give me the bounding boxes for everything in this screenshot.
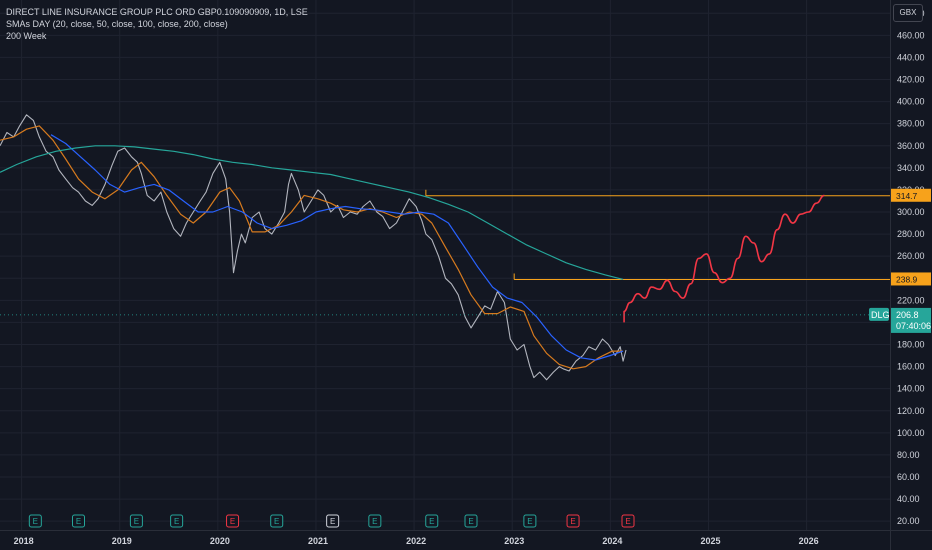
x-tick-label: 2022: [406, 536, 426, 546]
y-tick-label: 260.00: [897, 251, 925, 261]
event-badge: [270, 514, 284, 528]
y-tick-label: 120.00: [897, 406, 925, 416]
event-badge: [464, 514, 478, 528]
last-price-countdown: 07:40:06: [896, 321, 931, 331]
event-badge-label: E: [468, 517, 473, 526]
level-label-box: [891, 188, 931, 202]
currency-button[interactable]: GBX: [893, 4, 923, 22]
symbol-tag-label: DLG: [871, 310, 890, 320]
x-tick-label: 2018: [14, 536, 34, 546]
horizontal-levels: 314.7 238.9: [425, 188, 931, 286]
sma100-line: [50, 134, 624, 361]
week-indicator-title[interactable]: 200 Week: [6, 31, 47, 41]
sma-indicator-title[interactable]: SMAs DAY (20, close, 50, close, 100, clo…: [6, 19, 228, 29]
projection-line: [623, 194, 825, 323]
x-tick-label: 2019: [112, 536, 132, 546]
y-tick-label: 460.00: [897, 30, 925, 40]
x-tick-label: 2021: [308, 536, 328, 546]
event-badge: [72, 514, 86, 528]
x-tick-label: 2024: [602, 536, 622, 546]
event-neutral-icon[interactable]: E: [326, 514, 340, 528]
last-price-box: [891, 307, 931, 333]
y-tick-label: 300.00: [897, 207, 925, 217]
y-tick-label: 180.00: [897, 340, 925, 350]
event-badge-label: E: [76, 517, 81, 526]
event-badge-label: E: [274, 517, 279, 526]
event-dividend-icon[interactable]: E: [425, 514, 439, 528]
event-badge: [28, 514, 42, 528]
level-label: 314.7: [896, 191, 918, 201]
event-dividend-icon[interactable]: E: [28, 514, 42, 528]
level-label: 238.9: [896, 274, 918, 284]
event-badge: [566, 514, 580, 528]
event-earnings-icon[interactable]: E: [226, 514, 240, 528]
event-badge: [326, 514, 340, 528]
event-badge: [226, 514, 240, 528]
event-badge-label: E: [625, 517, 630, 526]
event-earnings-icon[interactable]: E: [621, 514, 635, 528]
event-badge-label: E: [372, 517, 377, 526]
x-tick-label: 2023: [504, 536, 524, 546]
event-badge-label: E: [230, 517, 235, 526]
week200-line: [0, 145, 624, 280]
sma50-line: [0, 125, 624, 370]
event-badge-label: E: [429, 517, 434, 526]
event-dividend-icon[interactable]: E: [170, 514, 184, 528]
symbol-title[interactable]: DIRECT LINE INSURANCE GROUP PLC ORD GBP0…: [6, 7, 308, 17]
event-badge: [523, 514, 537, 528]
event-badge: [129, 514, 143, 528]
event-badge: [368, 514, 382, 528]
y-tick-label: 360.00: [897, 141, 925, 151]
symbol-tag: [869, 307, 889, 321]
event-badge-label: E: [174, 517, 179, 526]
y-tick-label: 220.00: [897, 295, 925, 305]
event-badge-label: E: [33, 517, 38, 526]
event-badge-label: E: [330, 517, 335, 526]
y-tick-label: 340.00: [897, 163, 925, 173]
y-tick-label: 60.00: [897, 472, 920, 482]
event-dividend-icon[interactable]: E: [523, 514, 537, 528]
event-dividend-icon[interactable]: E: [270, 514, 284, 528]
y-tick-label: 420.00: [897, 75, 925, 85]
time-axis: 2018 2019 2020 2021 2022 2023 2024 2025 2026: [0, 530, 932, 546]
x-tick-label: 2026: [799, 536, 819, 546]
event-badge: [621, 514, 635, 528]
event-badge-label: E: [134, 517, 139, 526]
x-tick-label: 2025: [700, 536, 720, 546]
event-badge: [425, 514, 439, 528]
y-tick-label: 380.00: [897, 119, 925, 129]
y-tick-label: 280.00: [897, 229, 925, 239]
y-tick-label: 160.00: [897, 362, 925, 372]
event-badge-label: E: [527, 517, 532, 526]
y-tick-label: 400.00: [897, 97, 925, 107]
event-dividend-icon[interactable]: E: [129, 514, 143, 528]
level-label-box: [891, 272, 931, 286]
y-tick-label: 40.00: [897, 494, 920, 504]
chart-legend: DIRECT LINE INSURANCE GROUP PLC ORD GBP0…: [6, 6, 308, 42]
event-badge-label: E: [570, 517, 575, 526]
price-line: [0, 114, 627, 381]
chart-grid: [0, 0, 890, 530]
event-earnings-icon[interactable]: E: [566, 514, 580, 528]
event-badge: [170, 514, 184, 528]
event-dividend-icon[interactable]: E: [464, 514, 478, 528]
y-tick-label: 140.00: [897, 384, 925, 394]
y-tick-label: 100.00: [897, 428, 925, 438]
x-tick-label: 2020: [210, 536, 230, 546]
y-tick-label: 440.00: [897, 52, 925, 62]
last-price-marker: DLG 206.807:40:06: [0, 307, 931, 333]
y-tick-label: 80.00: [897, 450, 920, 460]
event-dividend-icon[interactable]: E: [368, 514, 382, 528]
event-dividend-icon[interactable]: E: [72, 514, 86, 528]
last-price-value: 206.8: [896, 310, 919, 320]
chart-series: [0, 114, 825, 381]
y-tick-label: 20.00: [897, 516, 920, 526]
